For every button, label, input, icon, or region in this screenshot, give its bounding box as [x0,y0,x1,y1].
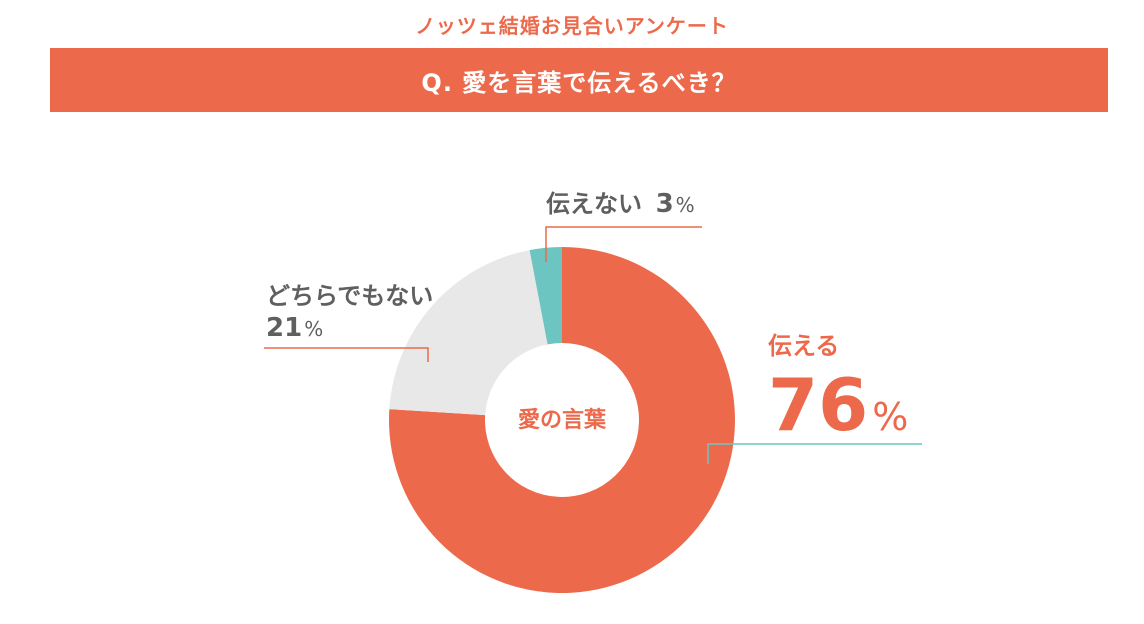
slice-label-yes-unit: % [872,395,909,439]
slice-label-neutral: どちらでもない 21% [266,276,433,343]
slice-label-neutral-unit: % [304,317,324,341]
slice-label-no-unit: % [675,193,695,217]
donut-center-label: 愛の言葉 [517,408,606,433]
question-text: Q. 愛を言葉で伝えるべき？ [421,68,737,97]
question-banner: Q. 愛を言葉で伝えるべき？ [50,48,1108,112]
slice-label-neutral-value: 21 [266,313,303,343]
donut-slice-yes [389,247,735,593]
slice-label-no-value: 3 [655,189,674,219]
donut-slice-no [529,247,562,345]
slice-label-yes-name: 伝える [768,332,840,360]
leader-line-neutral [264,347,429,362]
slice-label-yes: 伝える 76% [768,326,908,441]
donut-slice-neutral [389,250,548,416]
leader-line-no [545,226,702,262]
slice-label-no-name: 伝えない [546,190,642,218]
leader-line-yes [707,443,922,464]
slice-label-no: 伝えない 3% [546,184,695,219]
slice-label-neutral-name: どちらでもない [266,282,434,310]
slice-label-yes-value: 76 [768,363,869,447]
survey-title: ノッツェ結婚お見合いアンケート [415,14,729,38]
